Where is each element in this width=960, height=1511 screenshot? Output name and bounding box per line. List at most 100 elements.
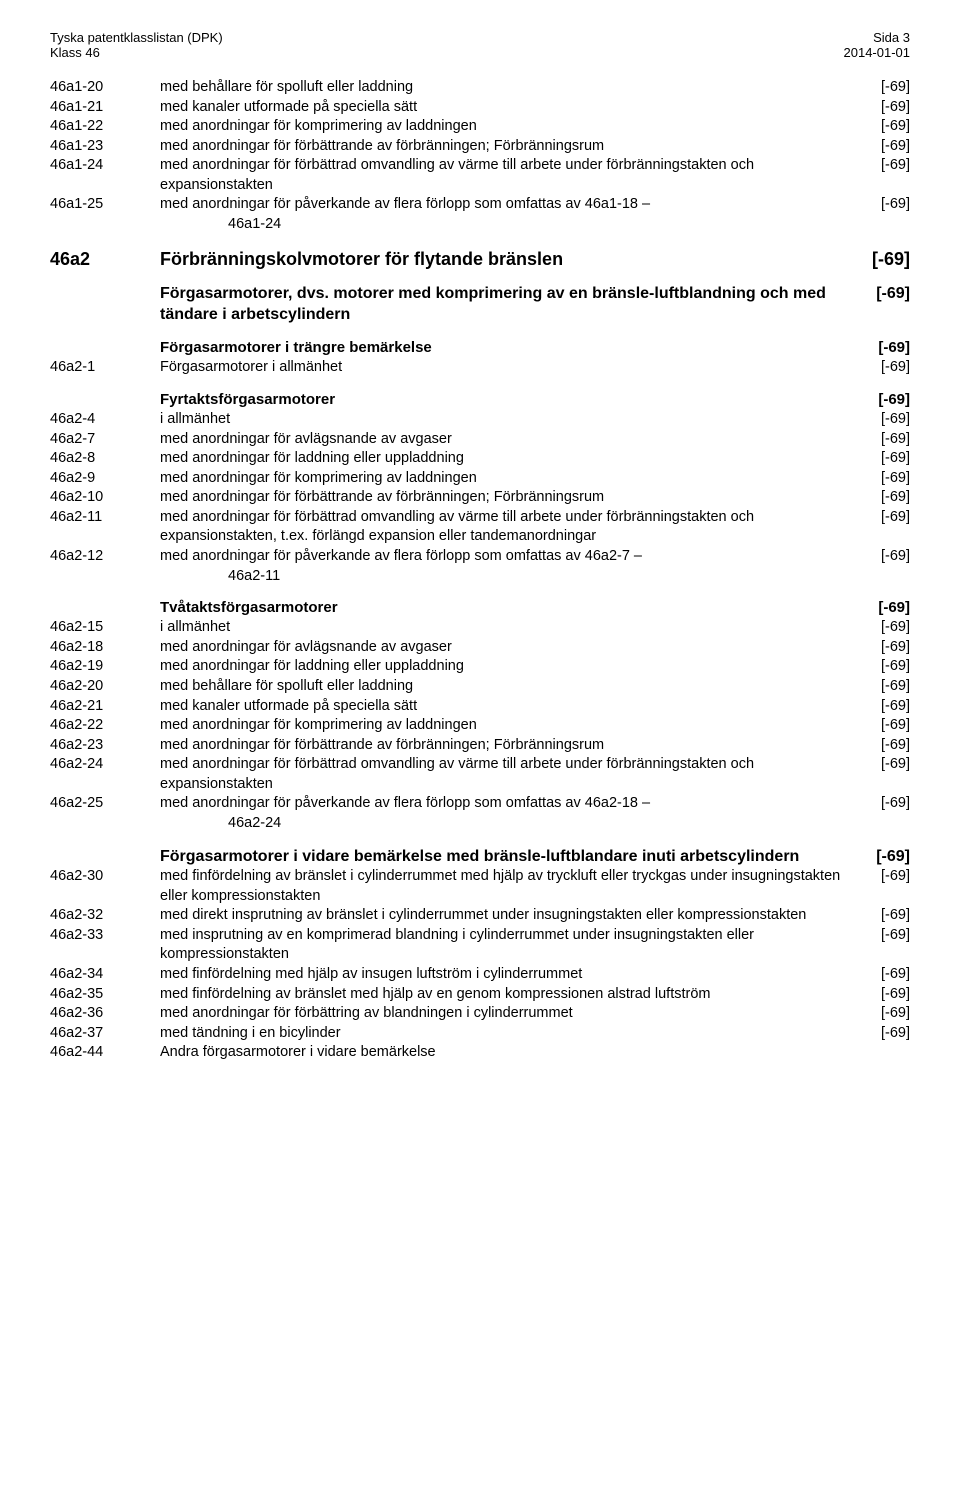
- page: Tyska patentklasslistan (DPK) Klass 46 S…: [0, 0, 960, 1103]
- classification-row: 46a1-20med behållare för spolluft eller …: [50, 78, 910, 98]
- classification-description: med anordningar för avlägsnande av avgas…: [160, 638, 860, 658]
- classification-description: Förgasarmotorer i allmänhet: [160, 358, 860, 378]
- classification-code: 46a2-4: [50, 410, 160, 430]
- classification-code: 46a2-15: [50, 618, 160, 638]
- classification-code: 46a2-7: [50, 430, 160, 450]
- classification-ref: [-69]: [860, 1024, 910, 1044]
- classification-ref: [-69]: [860, 794, 910, 814]
- classification-row: 46a1-24med anordningar för förbättrad om…: [50, 156, 910, 195]
- classification-heading: Förgasarmotorer i trängre bemärkelse[-69…: [50, 338, 910, 358]
- classification-description: med kanaler utformade på speciella sätt: [160, 697, 860, 717]
- classification-ref: [-69]: [860, 508, 910, 528]
- classification-code: 46a2-9: [50, 469, 160, 489]
- classification-description: i allmänhet: [160, 410, 860, 430]
- header-left: Tyska patentklasslistan (DPK) Klass 46: [50, 30, 223, 60]
- classification-description: med anordningar för förbättrande av förb…: [160, 488, 860, 508]
- classification-description: med finfördelning med hjälp av insugen l…: [160, 965, 860, 985]
- classification-ref: [-69]: [860, 638, 910, 658]
- classification-ref: [-69]: [860, 547, 910, 567]
- classification-ref: [-69]: [860, 283, 910, 305]
- classification-row: 46a1-21med kanaler utformade på speciell…: [50, 98, 910, 118]
- classification-row: 46a2-23med anordningar för förbättrande …: [50, 736, 910, 756]
- classification-code: 46a2-8: [50, 449, 160, 469]
- classification-ref: [-69]: [860, 697, 910, 717]
- header-page: Sida 3: [844, 30, 911, 45]
- classification-heading: Fyrtaktsförgasarmotorer[-69]: [50, 390, 910, 410]
- classification-description: med anordningar för laddning eller uppla…: [160, 657, 860, 677]
- classification-ref: [-69]: [860, 410, 910, 430]
- header-class: Klass 46: [50, 45, 223, 60]
- classification-ref: [-69]: [860, 677, 910, 697]
- classification-code: 46a1-24: [50, 156, 160, 176]
- classification-description: Förgasarmotorer, dvs. motorer med kompri…: [160, 283, 860, 326]
- classification-row: 46a2-1Förgasarmotorer i allmänhet[-69]: [50, 358, 910, 378]
- classification-description: med anordningar för komprimering av ladd…: [160, 117, 860, 137]
- classification-code: 46a2-18: [50, 638, 160, 658]
- classification-ref: [-69]: [860, 906, 910, 926]
- classification-description-text: med anordningar för påverkande av flera …: [160, 548, 642, 564]
- classification-row: 46a2-8med anordningar för laddning eller…: [50, 449, 910, 469]
- classification-description-text: med anordningar för påverkande av flera …: [160, 795, 650, 811]
- classification-ref: [-69]: [860, 965, 910, 985]
- classification-description-text: med anordningar för påverkande av flera …: [160, 196, 650, 212]
- classification-description: med anordningar för avlägsnande av avgas…: [160, 430, 860, 450]
- classification-ref: [-69]: [860, 156, 910, 176]
- classification-row: 46a2-36med anordningar för förbättring a…: [50, 1004, 910, 1024]
- classification-description: med kanaler utformade på speciella sätt: [160, 98, 860, 118]
- classification-ref: [-69]: [860, 867, 910, 887]
- classification-row: 46a2-34med finfördelning med hjälp av in…: [50, 965, 910, 985]
- header-title: Tyska patentklasslistan (DPK): [50, 30, 223, 45]
- classification-ref: [-69]: [860, 755, 910, 775]
- classification-code: 46a2-36: [50, 1004, 160, 1024]
- classification-code: 46a2-22: [50, 716, 160, 736]
- classification-description-continuation: 46a2-24: [160, 814, 852, 834]
- classification-description: med anordningar för förbättrad omvandlin…: [160, 156, 860, 195]
- classification-ref: [-69]: [860, 390, 910, 410]
- classification-code: 46a2-12: [50, 547, 160, 567]
- classification-code: 46a1-20: [50, 78, 160, 98]
- header-right: Sida 3 2014-01-01: [844, 30, 911, 60]
- classification-description: med anordningar för förbättrad omvandlin…: [160, 508, 860, 547]
- classification-code: 46a2-33: [50, 926, 160, 946]
- classification-description: med anordningar för påverkande av flera …: [160, 195, 860, 234]
- classification-ref: [-69]: [860, 247, 910, 271]
- classification-description: Tvåtaktsförgasarmotorer: [160, 598, 860, 618]
- classification-row: 46a2-33med insprutning av en komprimerad…: [50, 926, 910, 965]
- classification-description: Förbränningskolvmotorer för flytande brä…: [160, 247, 860, 271]
- classification-row: 46a2-11med anordningar för förbättrad om…: [50, 508, 910, 547]
- classification-ref: [-69]: [860, 358, 910, 378]
- classification-ref: [-69]: [860, 78, 910, 98]
- classification-description: med finfördelning av bränslet i cylinder…: [160, 867, 860, 906]
- classification-code: 46a2-10: [50, 488, 160, 508]
- classification-description: med anordningar för påverkande av flera …: [160, 794, 860, 833]
- classification-description: med direkt insprutning av bränslet i cyl…: [160, 906, 860, 926]
- classification-description: med anordningar för förbättrande av förb…: [160, 137, 860, 157]
- classification-list: 46a1-20med behållare för spolluft eller …: [50, 78, 910, 1063]
- classification-row: 46a2-18med anordningar för avlägsnande a…: [50, 638, 910, 658]
- classification-row: 46a2-10med anordningar för förbättrande …: [50, 488, 910, 508]
- classification-code: 46a2-30: [50, 867, 160, 887]
- classification-row: 46a1-25med anordningar för påverkande av…: [50, 195, 910, 234]
- classification-row: 46a2-12med anordningar för påverkande av…: [50, 547, 910, 586]
- classification-ref: [-69]: [860, 195, 910, 215]
- classification-row: 46a2-7med anordningar för avlägsnande av…: [50, 430, 910, 450]
- classification-code: 46a2-37: [50, 1024, 160, 1044]
- classification-description: i allmänhet: [160, 618, 860, 638]
- classification-description: Förgasarmotorer i trängre bemärkelse: [160, 338, 860, 358]
- classification-ref: [-69]: [860, 338, 910, 358]
- classification-code: 46a1-21: [50, 98, 160, 118]
- classification-row: 46a2-37med tändning i en bicylinder[-69]: [50, 1024, 910, 1044]
- classification-heading: Tvåtaktsförgasarmotorer[-69]: [50, 598, 910, 618]
- classification-row: 46a2-9med anordningar för komprimering a…: [50, 469, 910, 489]
- classification-row: 46a2-35med finfördelning av bränslet med…: [50, 985, 910, 1005]
- classification-ref: [-69]: [860, 716, 910, 736]
- classification-description: med anordningar för laddning eller uppla…: [160, 449, 860, 469]
- classification-code: 46a2-23: [50, 736, 160, 756]
- classification-row: 46a2-32med direkt insprutning av bränsle…: [50, 906, 910, 926]
- classification-description-continuation: 46a2-11: [160, 567, 852, 587]
- classification-code: 46a2: [50, 247, 160, 271]
- classification-code: 46a2-19: [50, 657, 160, 677]
- classification-description: med anordningar för förbättrad omvandlin…: [160, 755, 860, 794]
- classification-code: 46a2-32: [50, 906, 160, 926]
- classification-ref: [-69]: [860, 846, 910, 868]
